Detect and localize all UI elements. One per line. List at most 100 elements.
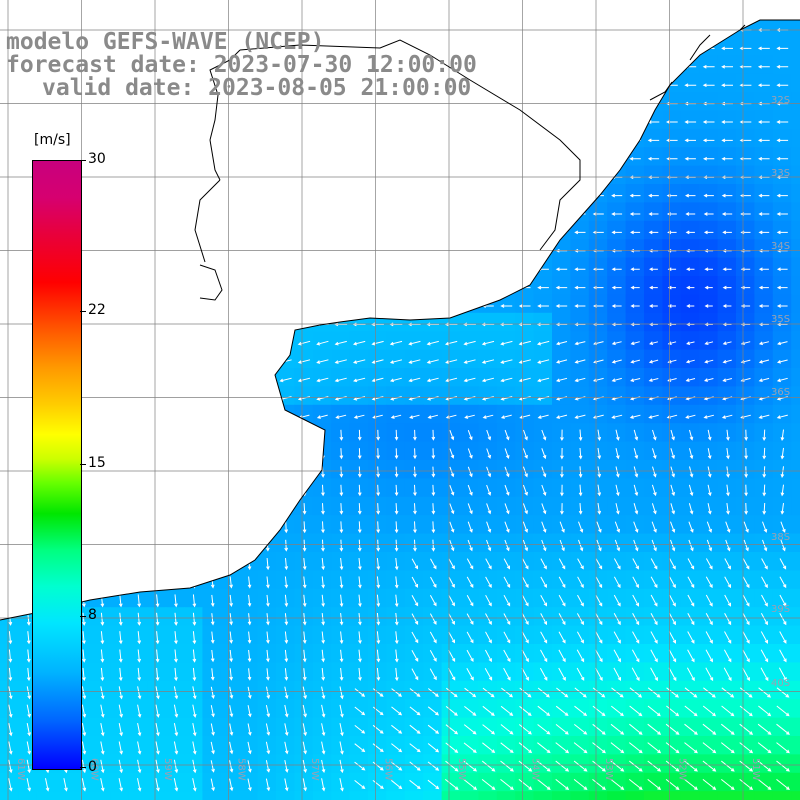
wind-cell [220, 257, 240, 277]
longitude-label: 58W [236, 758, 247, 781]
wind-cell [147, 239, 167, 259]
wind-arrow [302, 704, 307, 718]
wind-arrow [205, 304, 218, 308]
wind-cell [312, 239, 332, 259]
wind-arrow [316, 230, 329, 235]
wind-arrow [650, 613, 658, 626]
wind-arrow [558, 613, 566, 626]
wind-arrow [780, 521, 786, 533]
wind-arrow [757, 64, 770, 69]
wind-cell [644, 36, 663, 56]
wind-cell [0, 460, 19, 479]
wind-arrow [744, 484, 748, 497]
wind-arrow [261, 414, 273, 419]
wind-arrow [650, 558, 658, 570]
wind-cell [754, 349, 774, 369]
wind-cell [110, 184, 130, 203]
wind-cell [515, 73, 535, 93]
model-title: modelo GEFS-WAVE (NCEP) [6, 29, 325, 55]
wind-cell [662, 772, 682, 792]
wind-cell [552, 423, 571, 443]
wind-arrow [541, 448, 547, 460]
wind-arrow [81, 466, 86, 479]
wind-cell [257, 202, 277, 222]
wind-cell [110, 202, 130, 222]
wind-cell [349, 368, 369, 387]
wind-cell [404, 239, 424, 259]
wind-arrow [647, 742, 662, 754]
wind-arrow [537, 193, 549, 198]
wind-cell [478, 55, 498, 75]
wind-arrow [205, 230, 218, 235]
wind-arrow [721, 687, 735, 698]
wind-arrow [558, 576, 566, 589]
wind-cell [552, 772, 571, 792]
wind-cell [717, 276, 737, 295]
wind-arrow [371, 212, 384, 216]
wind-arrow [466, 649, 474, 663]
wind-arrow [574, 285, 586, 290]
wind-cell [239, 368, 259, 387]
wind-arrow [408, 156, 421, 161]
wind-cell [460, 754, 479, 774]
wind-arrow [522, 503, 528, 515]
wind-cell [294, 257, 314, 277]
wind-cell [110, 460, 130, 479]
wind-cell [496, 368, 516, 387]
wind-arrow [113, 193, 126, 198]
wind-cell [220, 294, 240, 314]
wind-arrow [779, 631, 787, 644]
wind-cell [0, 165, 19, 185]
wind-arrow [169, 230, 181, 235]
wind-cell [276, 478, 295, 498]
wind-arrow [776, 156, 789, 161]
wind-arrow [371, 120, 384, 124]
wind-cell [368, 368, 387, 387]
wind-arrow [26, 667, 31, 682]
wind-cell [496, 165, 516, 185]
wind-cell [423, 644, 443, 663]
wind-arrow [284, 686, 289, 700]
wind-arrow [426, 267, 439, 272]
wind-arrow [137, 429, 141, 442]
wind-cell [386, 717, 406, 737]
wind-cell [239, 791, 259, 800]
wind-cell [460, 20, 479, 38]
wind-cell [0, 496, 19, 516]
wind-arrow [615, 447, 620, 460]
wind-arrow [724, 576, 731, 589]
wind-arrow [758, 377, 770, 382]
wind-arrow [265, 723, 271, 736]
wind-arrow [632, 631, 640, 644]
wind-cell [349, 202, 369, 222]
wind-cell [588, 772, 608, 792]
wind-cell [772, 644, 792, 663]
wind-cell [533, 184, 553, 203]
wind-cell [202, 791, 222, 800]
wind-cell [607, 110, 627, 130]
wind-cell [368, 147, 387, 167]
wind-cell [460, 736, 479, 755]
wind-arrow [261, 212, 273, 216]
wind-arrow [81, 686, 87, 700]
wind-cell [128, 460, 148, 479]
wind-arrow [577, 558, 584, 570]
wind-arrow [408, 304, 421, 308]
wind-cell [294, 294, 314, 314]
wind-arrow [169, 138, 181, 143]
wind-cell [625, 588, 645, 608]
wind-arrow [26, 649, 31, 663]
wind-arrow [192, 759, 197, 774]
wind-cell [607, 680, 627, 700]
wind-arrow [394, 539, 399, 552]
wind-arrow [265, 484, 270, 497]
wind-arrow [648, 359, 659, 364]
wind-cell [644, 699, 663, 719]
wind-cell [92, 515, 111, 535]
wind-cell [0, 128, 19, 148]
wind-arrow [724, 631, 732, 644]
wind-arrow [334, 377, 347, 383]
wind-cell [239, 460, 259, 479]
wind-arrow [611, 414, 623, 419]
wind-cell [404, 680, 424, 700]
